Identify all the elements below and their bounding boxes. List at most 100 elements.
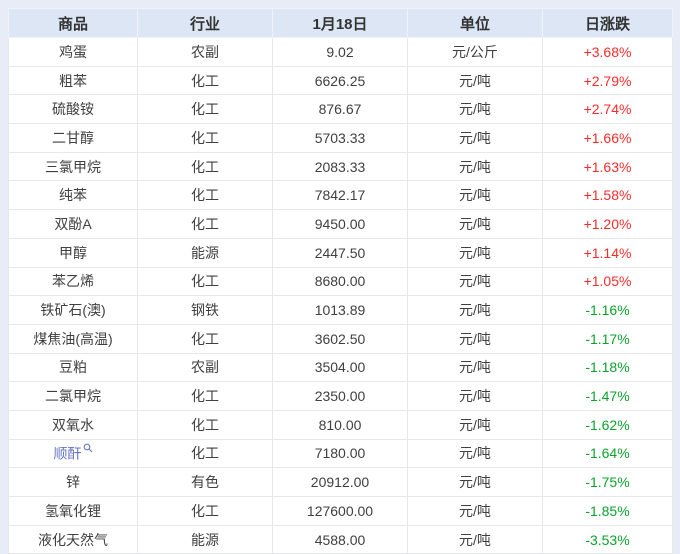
- unit-cell: 元/吨: [407, 381, 543, 411]
- commodity-cell: 三氯甲烷: [8, 151, 138, 182]
- industry-cell: 农副: [137, 352, 273, 383]
- unit-cell: 元/吨: [407, 295, 543, 325]
- industry-cell: 化工: [137, 151, 273, 182]
- industry-cell: 化工: [137, 65, 273, 96]
- price-cell: 7842.17: [272, 180, 408, 211]
- daily-change-cell: -1.64%: [542, 438, 673, 469]
- industry-cell: 化工: [137, 94, 273, 125]
- unit-cell: 元/吨: [407, 180, 543, 211]
- table-row: 锌有色 20912.00 元/吨 -1.75%: [8, 467, 673, 497]
- price-cell: 9.02: [272, 37, 408, 67]
- price-cell: 20912.00: [272, 467, 408, 497]
- price-cell: 6626.25: [272, 65, 408, 96]
- commodity-link[interactable]: 顺酐: [53, 445, 82, 462]
- table-row: 铁矿石(澳) 钢铁 1013.89 元/吨 -1.16%: [8, 295, 673, 325]
- header-row: 商品 行业 1月18日 单位 日涨跌: [8, 8, 673, 38]
- commodity-cell: 铁矿石(澳): [8, 295, 138, 325]
- price-cell: 127600.00: [272, 496, 408, 526]
- unit-cell: 元/吨: [407, 467, 543, 497]
- unit-cell: 元/吨: [407, 438, 543, 469]
- unit-cell: 元/公斤: [407, 37, 543, 67]
- industry-cell: 有色: [137, 467, 273, 497]
- price-cell: 3602.50: [272, 323, 408, 354]
- table-row: 煤焦油(高温) 化工 3602.50 元/吨 -1.17%: [8, 323, 673, 354]
- industry-cell: 化工: [137, 496, 273, 526]
- daily-change-cell: -1.62%: [542, 409, 673, 440]
- table-row: 顺酐 化工 7180.00 元/吨 -1.64%: [8, 438, 673, 469]
- daily-change-cell: -3.53%: [542, 524, 673, 554]
- price-cell: 7180.00: [272, 438, 408, 469]
- daily-change-cell: +3.68%: [542, 37, 673, 67]
- table-row: 双酚A 化工 9450.00 元/吨 +1.20%: [8, 209, 673, 239]
- col-header-commodity: 商品: [8, 8, 138, 38]
- industry-cell: 农副: [137, 37, 273, 67]
- table-row: 粗苯 化工 6626.25 元/吨 +2.79%: [8, 65, 673, 96]
- daily-change-cell: -1.75%: [542, 467, 673, 497]
- commodity-cell: 硫酸铵: [8, 94, 138, 125]
- industry-cell: 化工: [137, 438, 273, 469]
- industry-cell: 化工: [137, 209, 273, 239]
- industry-cell: 化工: [137, 409, 273, 440]
- industry-cell: 化工: [137, 123, 273, 153]
- commodity-price-table: 商品 行业 1月18日 单位 日涨跌 鸡蛋 农副 9.02 元/公斤 +3.68% 粗苯 化工 662…: [8, 8, 673, 554]
- search-icon[interactable]: [83, 443, 93, 453]
- daily-change-cell: +1.20%: [542, 209, 673, 239]
- price-cell: 9450.00: [272, 209, 408, 239]
- unit-cell: 元/吨: [407, 65, 543, 96]
- industry-cell: 钢铁: [137, 295, 273, 325]
- industry-cell: 化工: [137, 266, 273, 297]
- unit-cell: 元/吨: [407, 209, 543, 239]
- unit-cell: 元/吨: [407, 496, 543, 526]
- price-table: 商品 行业 1月18日 单位 日涨跌 鸡蛋 农副 9.02 元/公斤 +3.68% 粗苯 化工 662…: [8, 8, 673, 554]
- price-cell: 2350.00: [272, 381, 408, 411]
- table-row: 二氯甲烷 化工 2350.00 元/吨 -1.47%: [8, 381, 673, 411]
- commodity-cell: 苯乙烯: [8, 266, 138, 297]
- price-cell: 1013.89: [272, 295, 408, 325]
- commodity-cell: 双氧水: [8, 409, 138, 440]
- unit-cell: 元/吨: [407, 524, 543, 554]
- table-row: 纯苯 化工 7842.17 元/吨 +1.58%: [8, 180, 673, 211]
- daily-change-cell: -1.18%: [542, 352, 673, 383]
- table-row: 苯乙烯 化工 8680.00 元/吨 +1.05%: [8, 266, 673, 297]
- table-row: 二甘醇 化工 5703.33 元/吨 +1.66%: [8, 123, 673, 153]
- unit-cell: 元/吨: [407, 352, 543, 383]
- col-header-change: 日涨跌: [542, 8, 673, 38]
- commodity-cell: 液化天然气: [8, 524, 138, 554]
- industry-cell: 化工: [137, 323, 273, 354]
- daily-change-cell: +1.14%: [542, 237, 673, 268]
- price-cell: 810.00: [272, 409, 408, 440]
- unit-cell: 元/吨: [407, 237, 543, 268]
- commodity-cell: 氢氧化锂: [8, 496, 138, 526]
- commodity-cell: 粗苯: [8, 65, 138, 96]
- daily-change-cell: +1.58%: [542, 180, 673, 211]
- industry-cell: 能源: [137, 524, 273, 554]
- daily-change-cell: +2.79%: [542, 65, 673, 96]
- industry-cell: 化工: [137, 381, 273, 411]
- daily-change-cell: +1.63%: [542, 151, 673, 182]
- commodity-cell: 锌: [8, 467, 138, 497]
- unit-cell: 元/吨: [407, 323, 543, 354]
- commodity-cell[interactable]: 顺酐: [8, 438, 138, 469]
- daily-change-cell: +2.74%: [542, 94, 673, 125]
- table-row: 鸡蛋 农副 9.02 元/公斤 +3.68%: [8, 37, 673, 67]
- unit-cell: 元/吨: [407, 123, 543, 153]
- daily-change-cell: +1.05%: [542, 266, 673, 297]
- price-cell: 3504.00: [272, 352, 408, 383]
- industry-cell: 化工: [137, 180, 273, 211]
- col-header-unit: 单位: [407, 8, 543, 38]
- table-row: 硫酸铵 化工 876.67 元/吨 +2.74%: [8, 94, 673, 125]
- commodity-cell: 豆粕: [8, 352, 138, 383]
- price-cell: 8680.00: [272, 266, 408, 297]
- daily-change-cell: -1.85%: [542, 496, 673, 526]
- daily-change-cell: -1.16%: [542, 295, 673, 325]
- col-header-date: 1月18日: [272, 8, 408, 38]
- table-row: 双氧水 化工 810.00 元/吨 -1.62%: [8, 409, 673, 440]
- daily-change-cell: -1.17%: [542, 323, 673, 354]
- unit-cell: 元/吨: [407, 409, 543, 440]
- unit-cell: 元/吨: [407, 151, 543, 182]
- unit-cell: 元/吨: [407, 266, 543, 297]
- table-row: 豆粕 农副 3504.00 元/吨 -1.18%: [8, 352, 673, 383]
- table-row: 氢氧化锂 化工 127600.00 元/吨 -1.85%: [8, 496, 673, 526]
- table-row: 液化天然气 能源 4588.00 元/吨 -3.53%: [8, 524, 673, 554]
- commodity-cell: 双酚A: [8, 209, 138, 239]
